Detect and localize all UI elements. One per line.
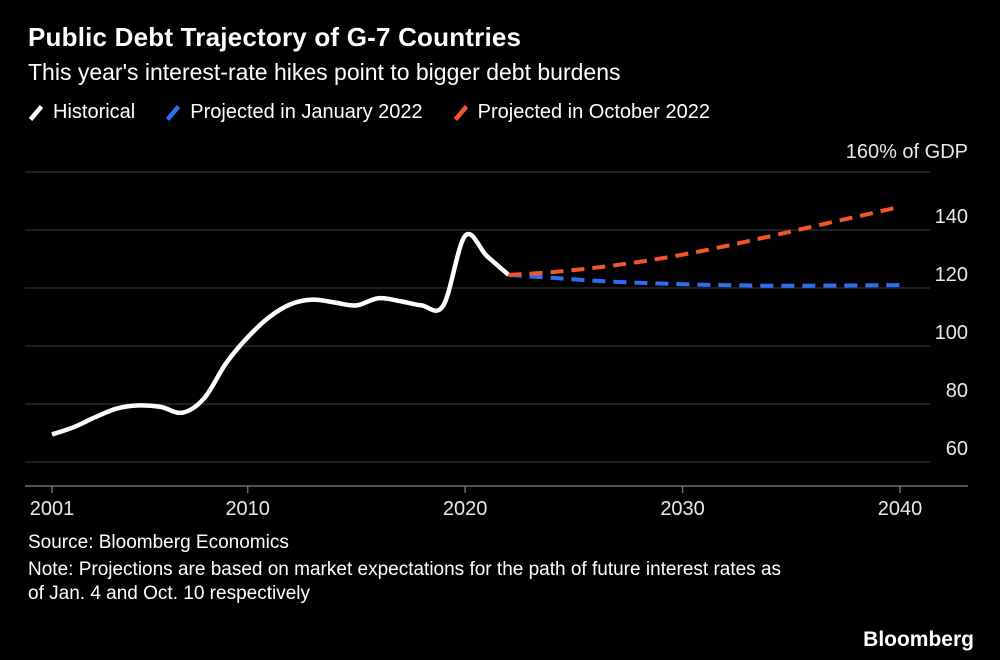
series-projected-in-january-2022 [508,272,901,288]
x-axis-label: 2001 [30,498,75,520]
legend-line-icon [453,104,468,121]
chart-card: Public Debt Trajectory of G-7 Countries … [0,22,1000,660]
legend-line-icon [166,104,181,121]
y-axis-label: 120 [935,264,968,286]
y-axis-label: 160% of GDP [846,141,968,163]
y-axis-label: 140 [935,206,968,228]
page-title: Public Debt Trajectory of G-7 Countries [28,22,522,52]
legend-item-projected-in-january-2022: Projected in January 2022 [165,101,423,124]
source-text: Source: Bloomberg Economics [28,532,289,553]
series-projected-in-october-2022 [508,204,901,277]
x-axis-label: 2030 [660,498,705,520]
legend-label: Historical [53,101,136,123]
debt-chart: 60 80 100 120 140 160% of GDP 2001 2010 2020 2030… [25,141,968,520]
note-text: Note: Projections are based on market ex… [28,559,782,604]
y-axis-label: 60 [946,438,968,460]
y-axis-label: 100 [935,322,968,344]
series-historical [51,231,511,437]
legend-label: Projected in January 2022 [190,101,423,123]
legend-label: Projected in October 2022 [477,101,710,123]
bloomberg-logo: Bloomberg [863,628,974,651]
legend: Historical Projected in January 2022 Proje… [28,101,972,124]
legend-line-icon [28,104,44,121]
legend-item-projected-in-october-2022: Projected in October 2022 [453,101,710,124]
page-subtitle: This year's interest-rate hikes point to… [28,59,621,85]
x-axis-label: 2040 [878,498,923,520]
x-axis-label: 2020 [443,498,488,520]
legend-item-historical: Historical [28,101,135,124]
x-axis-label: 2010 [225,498,270,520]
y-axis-label: 80 [946,380,968,402]
